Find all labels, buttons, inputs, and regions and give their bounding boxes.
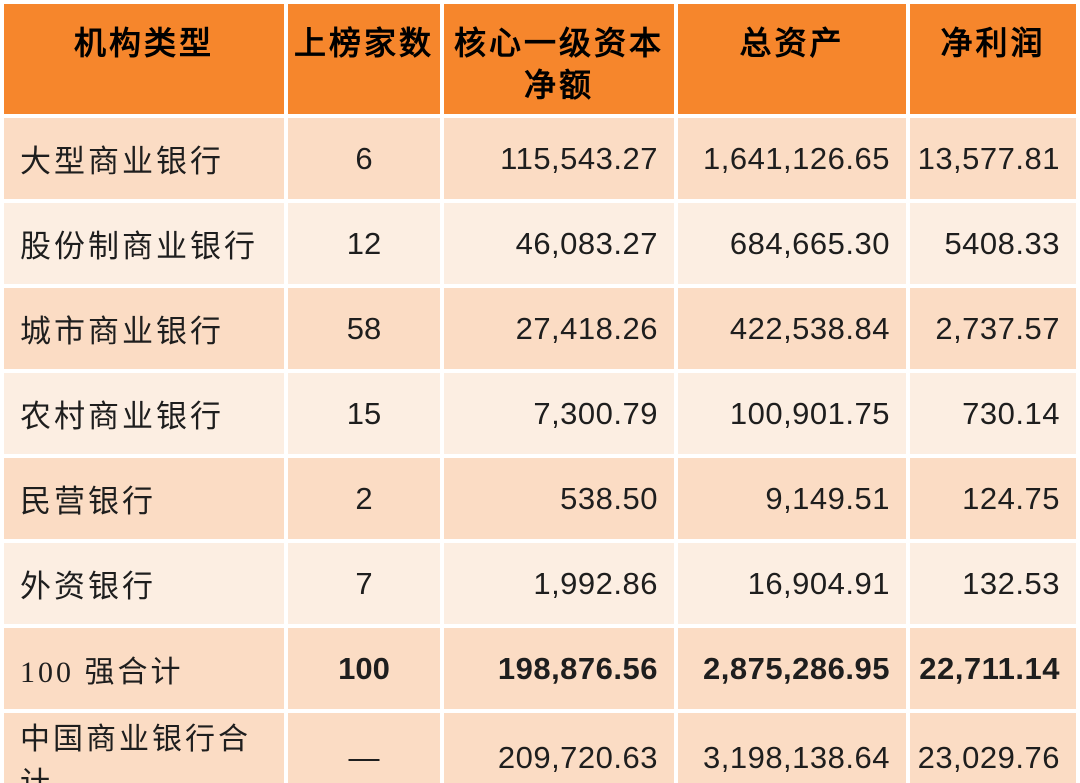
table-row-city-commercial-banks: 城市商业银行 58 27,418.26 422,538.84 2,737.57: [4, 288, 1076, 369]
header-row: 机构类型 上榜家数 核心一级资本净额 总资产 净利润: [4, 4, 1076, 114]
table-row-foreign-banks: 外资银行 7 1,992.86 16,904.91 132.53: [4, 543, 1076, 624]
assets-cell: 684,665.30: [678, 203, 906, 284]
header-core-tier1-capital-label: 核心一级资本净额: [453, 25, 664, 104]
listed-count-cell: 58: [288, 288, 440, 369]
listed-count-cell: 7: [288, 543, 440, 624]
institution-type-cell: 外资银行: [4, 543, 284, 624]
table-row-rural-commercial-banks: 农村商业银行 15 7,300.79 100,901.75 730.14: [4, 373, 1076, 454]
institution-type-cell: 农村商业银行: [4, 373, 284, 454]
assets-cell: 9,149.51: [678, 458, 906, 539]
assets-cell: 16,904.91: [678, 543, 906, 624]
header-total-assets: 总资产: [678, 4, 906, 114]
table-row-private-banks: 民营银行 2 538.50 9,149.51 124.75: [4, 458, 1076, 539]
institution-type-cell: 城市商业银行: [4, 288, 284, 369]
capital-cell: 115,543.27: [444, 118, 674, 199]
profit-cell: 2,737.57: [910, 288, 1076, 369]
assets-cell: 422,538.84: [678, 288, 906, 369]
institution-type-cell: 民营银行: [4, 458, 284, 539]
listed-count-cell: 12: [288, 203, 440, 284]
profit-cell: 730.14: [910, 373, 1076, 454]
listed-count-cell: 15: [288, 373, 440, 454]
header-institution-type-label: 机构类型: [73, 25, 214, 61]
profit-cell: 23,029.76: [910, 713, 1076, 783]
institution-type-cell: 股份制商业银行: [4, 203, 284, 284]
table-row-large-commercial-banks: 大型商业银行 6 115,543.27 1,641,126.65 13,577.…: [4, 118, 1076, 199]
capital-cell: 46,083.27: [444, 203, 674, 284]
table-row-joint-stock-banks: 股份制商业银行 12 46,083.27 684,665.30 5408.33: [4, 203, 1076, 284]
header-net-profit-label: 净利润: [940, 25, 1046, 61]
institution-type-cell: 大型商业银行: [4, 118, 284, 199]
assets-cell: 3,198,138.64: [678, 713, 906, 783]
profit-cell: 22,711.14: [910, 628, 1076, 709]
capital-cell: 7,300.79: [444, 373, 674, 454]
institution-type-cell: 中国商业银行合计: [4, 713, 284, 783]
assets-cell: 2,875,286.95: [678, 628, 906, 709]
listed-count-cell: —: [288, 713, 440, 783]
profit-cell: 5408.33: [910, 203, 1076, 284]
assets-cell: 100,901.75: [678, 373, 906, 454]
header-net-profit: 净利润: [910, 4, 1076, 114]
capital-cell: 209,720.63: [444, 713, 674, 783]
table-row-china-commercial-banks-total: 中国商业银行合计 — 209,720.63 3,198,138.64 23,02…: [4, 713, 1076, 783]
header-core-tier1-capital: 核心一级资本净额: [444, 4, 674, 114]
institution-type-cell: 100 强合计: [4, 628, 284, 709]
listed-count-cell: 6: [288, 118, 440, 199]
profit-cell: 13,577.81: [910, 118, 1076, 199]
capital-cell: 198,876.56: [444, 628, 674, 709]
assets-cell: 1,641,126.65: [678, 118, 906, 199]
header-listed-count-label: 上榜家数: [293, 25, 434, 61]
profit-cell: 132.53: [910, 543, 1076, 624]
header-institution-type: 机构类型: [4, 4, 284, 114]
listed-count-cell: 100: [288, 628, 440, 709]
capital-cell: 1,992.86: [444, 543, 674, 624]
table-row-top100-total: 100 强合计 100 198,876.56 2,875,286.95 22,7…: [4, 628, 1076, 709]
capital-cell: 538.50: [444, 458, 674, 539]
capital-cell: 27,418.26: [444, 288, 674, 369]
header-listed-count: 上榜家数: [288, 4, 440, 114]
profit-cell: 124.75: [910, 458, 1076, 539]
listed-count-cell: 2: [288, 458, 440, 539]
header-total-assets-label: 总资产: [739, 25, 845, 61]
